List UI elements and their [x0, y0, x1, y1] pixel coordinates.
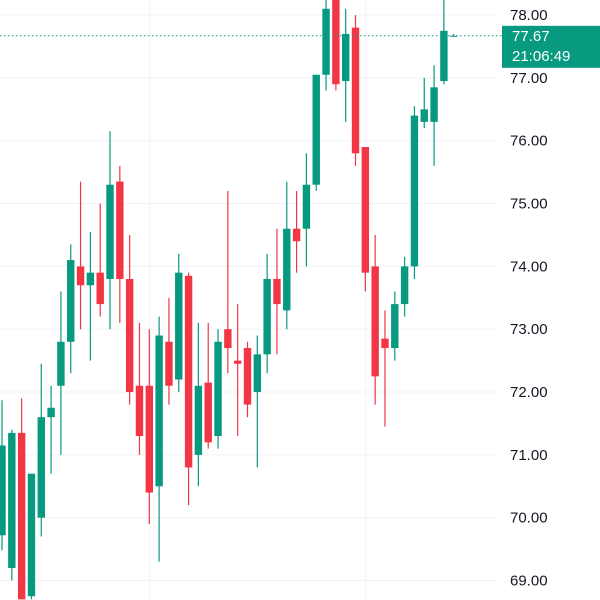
candle-body [135, 385, 144, 437]
candle-body [27, 473, 36, 597]
candle-body [194, 385, 203, 455]
y-tick-label: 70.00 [510, 510, 548, 527]
last-price-time: 21:06:49 [512, 48, 570, 65]
price-axis: 78.00 77.00 76.00 75.00 74.00 73.00 72.00 71.00… [0, 7, 600, 589]
candle-body [96, 272, 104, 305]
candle-body [292, 228, 301, 242]
candle-body [381, 338, 389, 349]
candle-body [302, 184, 311, 229]
candle-body [17, 432, 26, 600]
y-tick-label: 75.00 [510, 196, 548, 213]
candle-body [175, 272, 183, 380]
y-tick-label: 73.00 [510, 321, 548, 338]
y-tick-label: 74.00 [510, 258, 548, 275]
candle-body [391, 304, 399, 349]
candle-body [155, 335, 163, 487]
candle-body [125, 278, 134, 393]
candle-body [322, 8, 330, 75]
candle-body [57, 341, 65, 386]
candle-body [204, 382, 212, 443]
y-tick-label: 78.00 [510, 7, 548, 24]
candle-body [224, 329, 232, 349]
candle-body [263, 278, 271, 355]
y-tick-label: 72.00 [510, 384, 548, 401]
candle-body [420, 109, 428, 122]
candle-body [440, 30, 448, 82]
candle-body [430, 87, 438, 122]
candle-body [165, 341, 173, 386]
candle-body [273, 278, 281, 305]
candle-body [0, 445, 6, 536]
candle-body [47, 407, 55, 418]
candle-body [253, 354, 262, 393]
candle-body [8, 432, 16, 568]
candle-body [214, 341, 222, 437]
candle-body [243, 348, 252, 405]
candle-body [116, 181, 124, 279]
candle-body [106, 184, 114, 279]
y-tick-label: 77.00 [510, 70, 548, 87]
candle-body [361, 147, 370, 273]
candle-body [145, 385, 153, 493]
candle-body [76, 266, 85, 286]
candle-body [37, 417, 45, 518]
last-price-box [502, 25, 600, 68]
candle-body [371, 266, 379, 377]
last-price-label: 77.67 [512, 28, 550, 45]
candle-body [400, 266, 409, 305]
candles [0, 0, 458, 600]
candle-body [450, 35, 458, 37]
candle-body [312, 74, 320, 185]
candle-body [283, 228, 291, 311]
candle-body [233, 360, 242, 364]
candle-body [342, 33, 350, 82]
candle-body [410, 115, 419, 267]
candle-body [351, 27, 360, 154]
y-tick-label: 76.00 [510, 133, 548, 150]
y-tick-label: 69.00 [510, 572, 548, 589]
candle-body [332, 0, 340, 85]
candle-body [86, 272, 95, 286]
candle-body [67, 260, 75, 342]
candle-body [184, 275, 193, 468]
y-tick-label: 71.00 [510, 447, 548, 464]
